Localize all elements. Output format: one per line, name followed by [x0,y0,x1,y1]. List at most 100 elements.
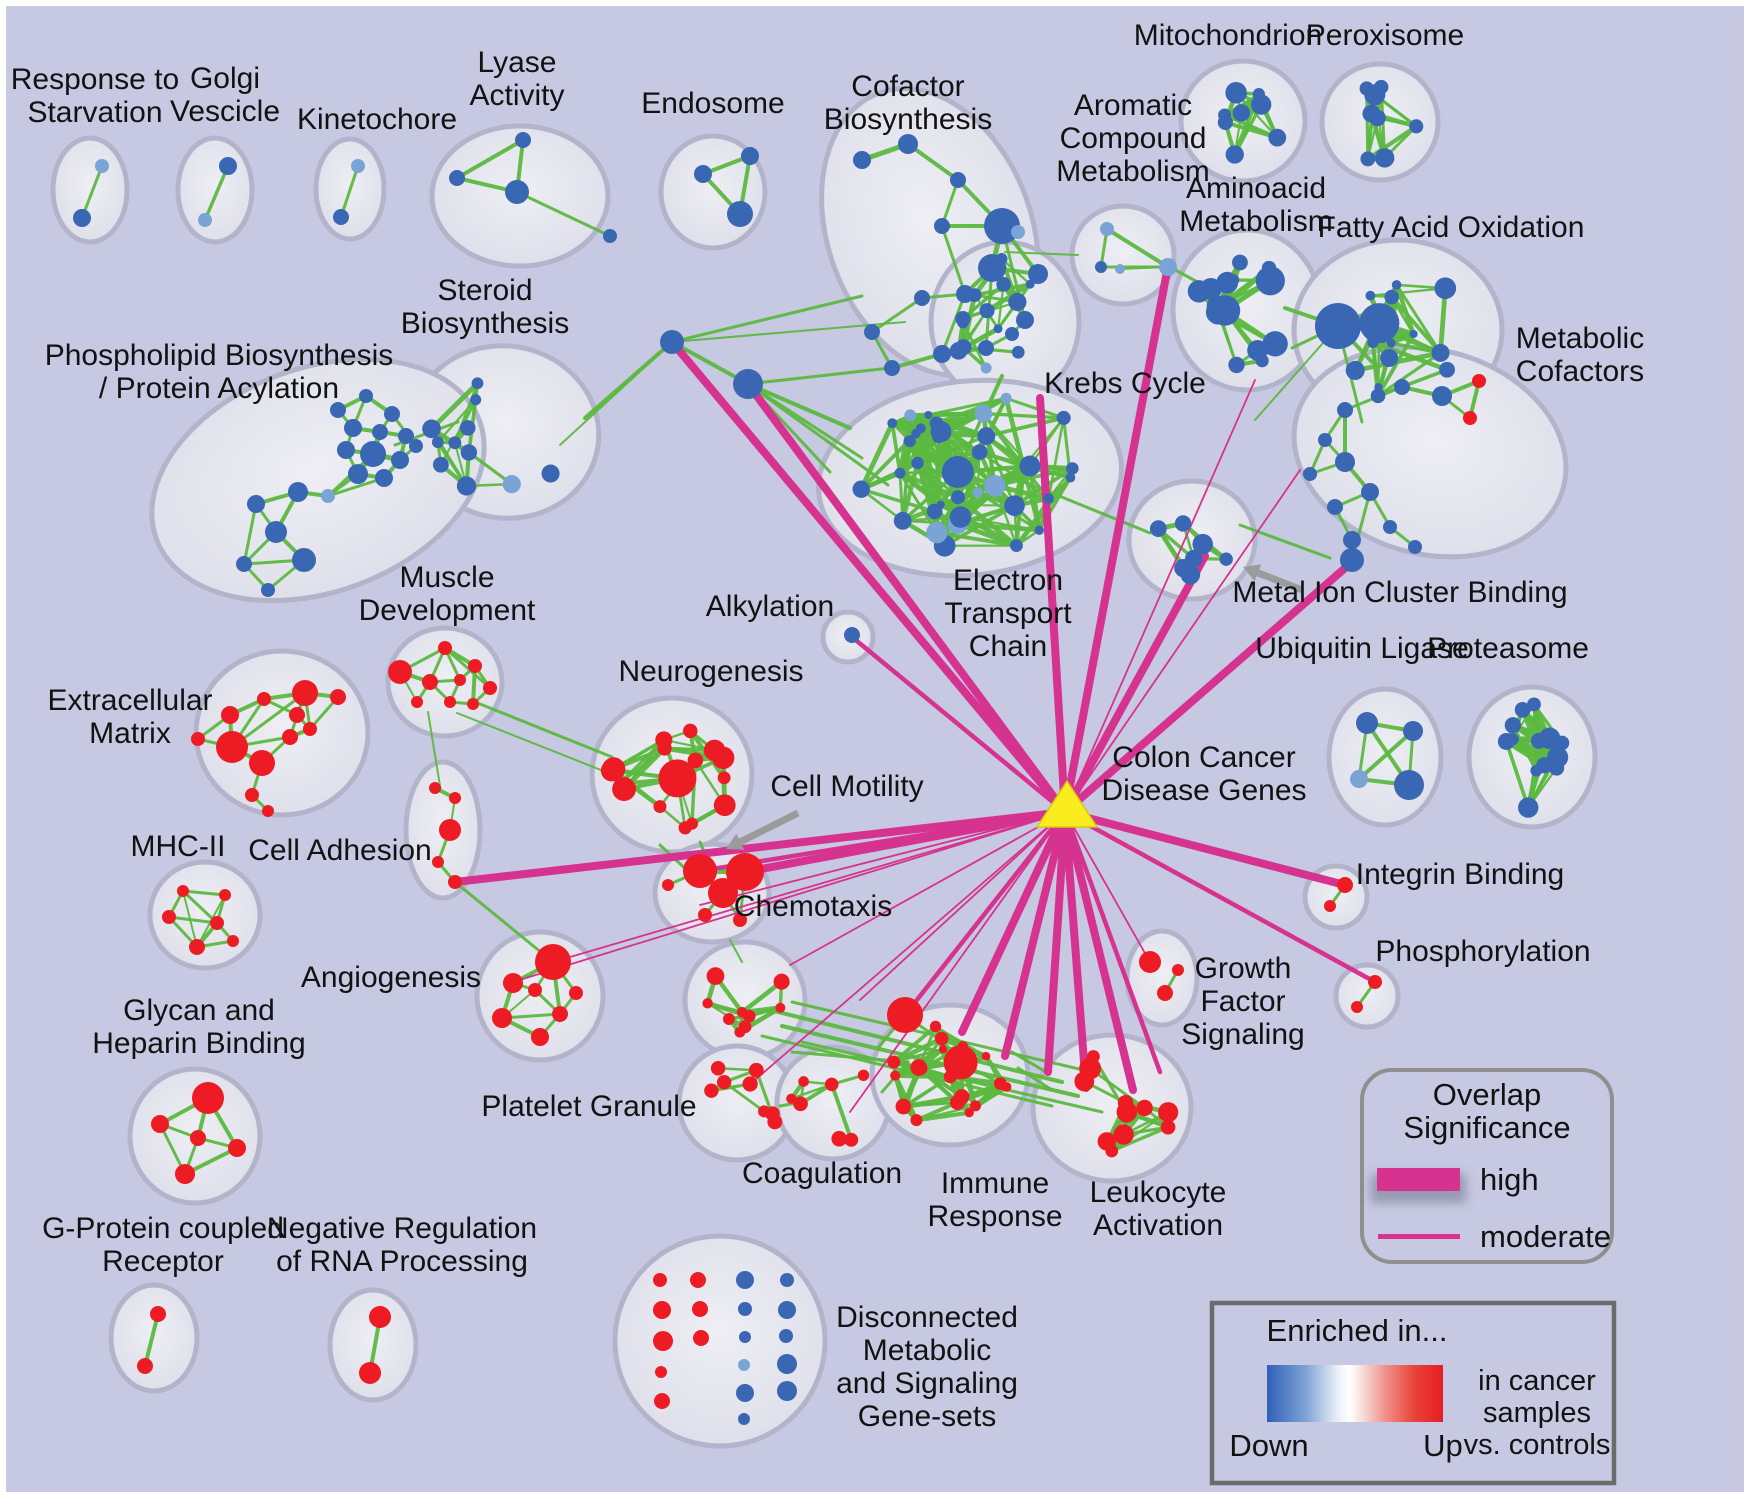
node-metabolic-cofactors [1472,374,1486,388]
intercluster-edge [1016,1066,1054,1092]
node-peroxisome [1373,79,1389,95]
label-chemotaxis: Chemotaxis [734,890,892,923]
node-aminoacid-metabolism [1255,266,1285,296]
node-neurogenesis [602,757,626,781]
node-electron-transport-chain [911,456,924,470]
edge-ubiquitin-ligase [1357,729,1415,781]
label-colon-cancer-disease-genes: Disease Genes [1101,774,1306,807]
node-steroid-biosynthesis [460,444,478,461]
node-neurogenesis [717,771,731,785]
edge-kinetochore [339,164,360,219]
node-metal-ion-cluster-binding [1219,552,1233,566]
node-krebs-cycle [1025,279,1035,289]
edge-electron-transport-chain [981,411,1066,420]
cluster-ellipse-phosphorylation [1333,962,1401,1030]
label-colon-cancer-disease-genes: Colon Cancer [1112,741,1295,774]
node-mhc-ii [177,885,189,897]
node-coagulation [793,1096,808,1112]
node-muscle-development [467,698,479,710]
node-proteasome [1514,702,1531,718]
node-disconnected-gene-sets [779,1329,793,1343]
edge-leukocyte-activation [1088,1067,1147,1110]
layer-overlap-pink-edges [451,262,1378,1113]
label-phospholipid-biosynthesis: / Protein Acylation [99,372,339,405]
intercluster-edge [746,382,890,487]
enriched-note: samples [1483,1397,1591,1429]
node-cell-adhesion [448,875,462,889]
edge-immune-response [891,1036,945,1065]
pointer-arrow-shaft [1256,569,1304,594]
node-neurogenesis [713,794,736,817]
node-phospholipid-biosynthesis [360,441,386,467]
node-mhc-ii [162,910,176,924]
intercluster-edge [468,698,614,759]
node-peroxisome [1360,151,1376,167]
node-angiogenesis [552,1006,568,1022]
overlap-edge-high [1061,558,1356,816]
node-kinetochore [333,209,349,225]
label-aminoacid-metabolism: Aminoacid [1186,172,1326,205]
node-endosome [727,201,753,227]
layer-nodes [73,79,1570,1425]
overlap-edge-mid [1062,809,1378,985]
node-immune-response [993,1077,1007,1091]
enriched-note: vs. controls [1464,1429,1611,1461]
node-leukocyte-activation [1079,1057,1102,1080]
node-integrin-binding [1324,900,1336,912]
label-alkylation: Alkylation [706,590,834,623]
node-coagulation [831,1130,847,1147]
overlap-edge-thin [552,811,1066,963]
moderate-significance-label: moderate [1480,1219,1611,1254]
pointer-arrow-shaft [738,809,800,845]
node-phospholipid-biosynthesis [337,441,355,459]
node-cell-motility [733,913,747,927]
node-metabolic-cofactors [1337,402,1353,418]
edge-fatty-acid-oxidation [1370,340,1450,373]
label-phospholipid-biosynthesis: Phospholipid Biosynthesis [45,339,394,372]
node-lyase-activity [515,132,531,148]
node-phospholipid-biosynthesis [288,482,308,502]
node-metal-ion-cluster-binding [1192,533,1213,555]
intercluster-edge [671,321,906,343]
node-electron-transport-chain [887,418,898,429]
node-electron-transport-chain [924,410,933,419]
node-ubiquitin-ligase [1403,721,1423,741]
edge-phospholipid-biosynthesis [326,476,386,498]
edge-electron-transport-chain [1047,416,1065,500]
overlap-edge-mid [1062,809,1163,1075]
node-steroid-biosynthesis [460,420,476,436]
overlap-legend-title: Significance [1403,1110,1570,1145]
node-cell-motility [726,853,764,891]
overlap-edge-high [1061,808,1137,1094]
edge-electron-transport-chain [898,421,938,475]
label-fatty-acid-oxidation: Fatty Acid Oxidation [1318,211,1585,244]
edge-chemotaxis [705,1001,744,1014]
node-coagulation [824,1077,839,1092]
edge-electron-transport-chain [981,411,1026,469]
node-muscle-development [444,696,456,708]
node-cofactor-biosynthesis [933,345,951,363]
node-cell-adhesion [429,782,441,794]
pointer-arrow-head [1243,564,1262,582]
node-phospholipid-biosynthesis [398,428,414,444]
node-angiogenesis [503,973,523,993]
enriched-legend-box [1209,1300,1617,1486]
cluster-ellipse-metabolic-cofactors [1291,344,1569,560]
edge-mhc-ii [167,915,219,925]
node-disconnected-gene-sets [736,1384,754,1402]
connector-node [733,369,763,399]
node-glycan-heparin-binding [175,1164,195,1184]
node-leukocyte-activation [1105,1144,1119,1158]
overlap-edge-high [1036,394,1069,816]
cluster-ellipse-extracellular-matrix [193,648,371,818]
edge-krebs-cycle [1000,257,1032,286]
edge-g-protein-coupled-receptor [143,1312,160,1368]
node-disconnected-gene-sets [655,1366,667,1378]
node-mitochondrion [1225,145,1244,164]
node-disconnected-gene-sets [693,1330,709,1346]
node-fatty-acid-oxidation [1409,329,1418,339]
node-metal-ion-cluster-binding [1174,515,1192,532]
label-electron-transport-chain: Electron [953,564,1063,597]
node-disconnected-gene-sets [690,1272,706,1288]
